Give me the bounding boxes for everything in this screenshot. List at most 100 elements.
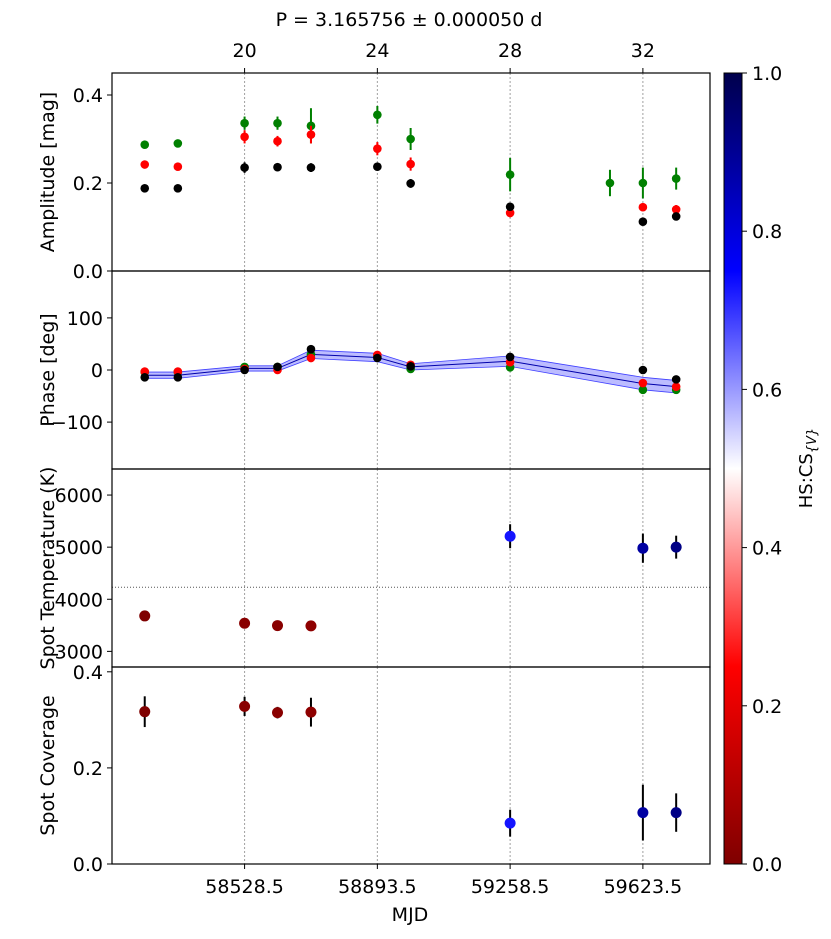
amplitude-red-point-6 xyxy=(406,159,415,169)
amplitude-black-point-2 xyxy=(240,163,249,172)
amplitude-black-point-5 xyxy=(373,162,382,172)
spot_temperature-point-6 xyxy=(670,541,682,553)
ylabel-spot_coverage: Spot Coverage xyxy=(37,695,59,835)
top-tick-label-2: 28 xyxy=(498,40,522,62)
ytick-label-phase-0: 100 xyxy=(67,308,103,330)
colorbar-label-main: HS:CS xyxy=(796,453,817,508)
spot_coverage-point-1 xyxy=(239,700,251,712)
x-axis-label: MJD xyxy=(392,904,429,926)
amplitude-green-point-7 xyxy=(505,170,515,179)
xtick-label-2: 59258.5 xyxy=(471,876,550,898)
amplitude-green-point-0 xyxy=(140,140,150,150)
spot_coverage-point-2 xyxy=(272,707,284,719)
colorbar-label-sub: {V} xyxy=(805,428,820,453)
phase-black-point-2 xyxy=(240,365,249,375)
amplitude-black-point-4 xyxy=(306,163,316,172)
amplitude-black-point-9 xyxy=(671,212,681,221)
spot_temperature-point-0 xyxy=(139,610,151,622)
phase-red-point-8 xyxy=(638,378,648,388)
top-axis: 20 24 28 32 xyxy=(232,40,655,73)
spot_temperature-point-5 xyxy=(637,542,649,554)
colorbar-tick-label-4: 0.8 xyxy=(752,221,782,243)
ylabel-amplitude: Amplitude [mag] xyxy=(37,92,59,252)
phase-red-point-4 xyxy=(306,353,316,363)
phase-band-center xyxy=(144,353,677,388)
amplitude-red-point-2 xyxy=(240,132,249,142)
amplitude-green-point-9 xyxy=(638,178,648,188)
amplitude-red-point-5 xyxy=(373,144,382,153)
spot_coverage-point-3 xyxy=(305,706,317,718)
panel-frame-spot_coverage xyxy=(111,666,711,865)
phase-black-point-3 xyxy=(273,362,282,372)
colorbar-tick-label-2: 0.4 xyxy=(752,538,782,560)
panel-frame-amplitude xyxy=(111,72,711,272)
xtick-label-0: 58528.5 xyxy=(205,876,284,898)
phase-black-point-1 xyxy=(173,372,183,382)
phase-black-point-8 xyxy=(638,365,648,375)
phase-black-point-6 xyxy=(406,362,415,371)
ytick-label-spot_temperature-2: 5000 xyxy=(55,537,103,559)
ylabel-phase: Phase [deg] xyxy=(37,313,59,426)
amplitude-green-point-5 xyxy=(373,110,382,120)
ytick-label-amplitude-0: 0.0 xyxy=(73,261,103,283)
ytick-label-spot_temperature-0: 3000 xyxy=(55,641,103,663)
xtick-label-1: 58893.5 xyxy=(338,876,417,898)
ytick-label-spot_temperature-3: 6000 xyxy=(55,485,103,507)
top-tick-label-3: 32 xyxy=(631,40,655,62)
ytick-label-spot_coverage-2: 0.4 xyxy=(73,662,103,684)
ytick-label-phase-2: −100 xyxy=(51,412,103,434)
chart-title: P = 3.165756 ± 0.000050 d xyxy=(276,9,543,31)
bottom-axis: 58528.5 58893.5 59258.5 59623.5 xyxy=(205,876,682,898)
spot_temperature-point-1 xyxy=(239,617,251,629)
colorbar-ticks: 0.0 0.2 0.4 0.6 0.8 1.0 xyxy=(742,63,782,876)
spot_coverage-point-5 xyxy=(637,807,649,819)
ytick-label-spot_coverage-1: 0.2 xyxy=(73,758,103,780)
amplitude-green-point-2 xyxy=(240,118,249,128)
phase-black-point-5 xyxy=(373,353,382,363)
xtick-label-3: 59623.5 xyxy=(604,876,683,898)
panel-frame-spot_temperature xyxy=(111,468,711,668)
colorbar-tick-label-5: 1.0 xyxy=(752,63,782,85)
amplitude-black-point-1 xyxy=(173,183,183,193)
spot_coverage-point-0 xyxy=(139,706,151,718)
amplitude-black-point-6 xyxy=(406,179,415,188)
ytick-label-amplitude-2: 0.4 xyxy=(73,85,103,107)
phase-black-point-4 xyxy=(306,344,316,354)
colorbar: 0.0 0.2 0.4 0.6 0.8 1.0 HS:CS{V} xyxy=(723,63,820,876)
amplitude-red-point-3 xyxy=(273,136,282,146)
colorbar-tick-label-3: 0.6 xyxy=(752,379,782,401)
phase-black-point-7 xyxy=(505,352,515,362)
top-tick-label-1: 24 xyxy=(365,40,389,62)
spot_coverage-point-6 xyxy=(670,807,682,819)
amplitude-black-point-0 xyxy=(140,183,150,193)
ytick-label-spot_coverage-0: 0.0 xyxy=(73,854,103,876)
phase-red-point-9 xyxy=(671,382,681,391)
amplitude-red-point-1 xyxy=(173,162,183,172)
amplitude-black-point-8 xyxy=(638,217,648,227)
phase-green-point-8 xyxy=(638,385,648,395)
amplitude-black-point-7 xyxy=(505,202,515,212)
amplitude-red-point-9 xyxy=(671,205,681,214)
amplitude-green-point-8 xyxy=(605,178,615,188)
spot_temperature-point-4 xyxy=(504,530,516,542)
colorbar-gradient xyxy=(723,72,743,865)
amplitude-red-point-7 xyxy=(505,208,515,218)
amplitude-green-point-3 xyxy=(273,118,282,128)
phase-black-point-0 xyxy=(140,372,150,382)
amplitude-red-point-8 xyxy=(638,202,648,212)
panel-spot_coverage: 0.0 0.2 0.4 Spot Coverage xyxy=(37,662,711,876)
top-tick-label-0: 20 xyxy=(232,40,256,62)
ytick-label-spot_temperature-1: 4000 xyxy=(55,589,103,611)
amplitude-green-point-1 xyxy=(173,139,183,148)
ytick-label-phase-1: 0 xyxy=(91,360,103,382)
ytick-label-amplitude-1: 0.2 xyxy=(73,173,103,195)
amplitude-green-point-6 xyxy=(406,134,415,144)
amplitude-red-point-4 xyxy=(306,130,316,139)
ylabel-spot_temperature: Spot Temperature (K) xyxy=(37,467,59,670)
spot_coverage-point-4 xyxy=(504,817,516,829)
amplitude-black-point-3 xyxy=(273,162,282,172)
